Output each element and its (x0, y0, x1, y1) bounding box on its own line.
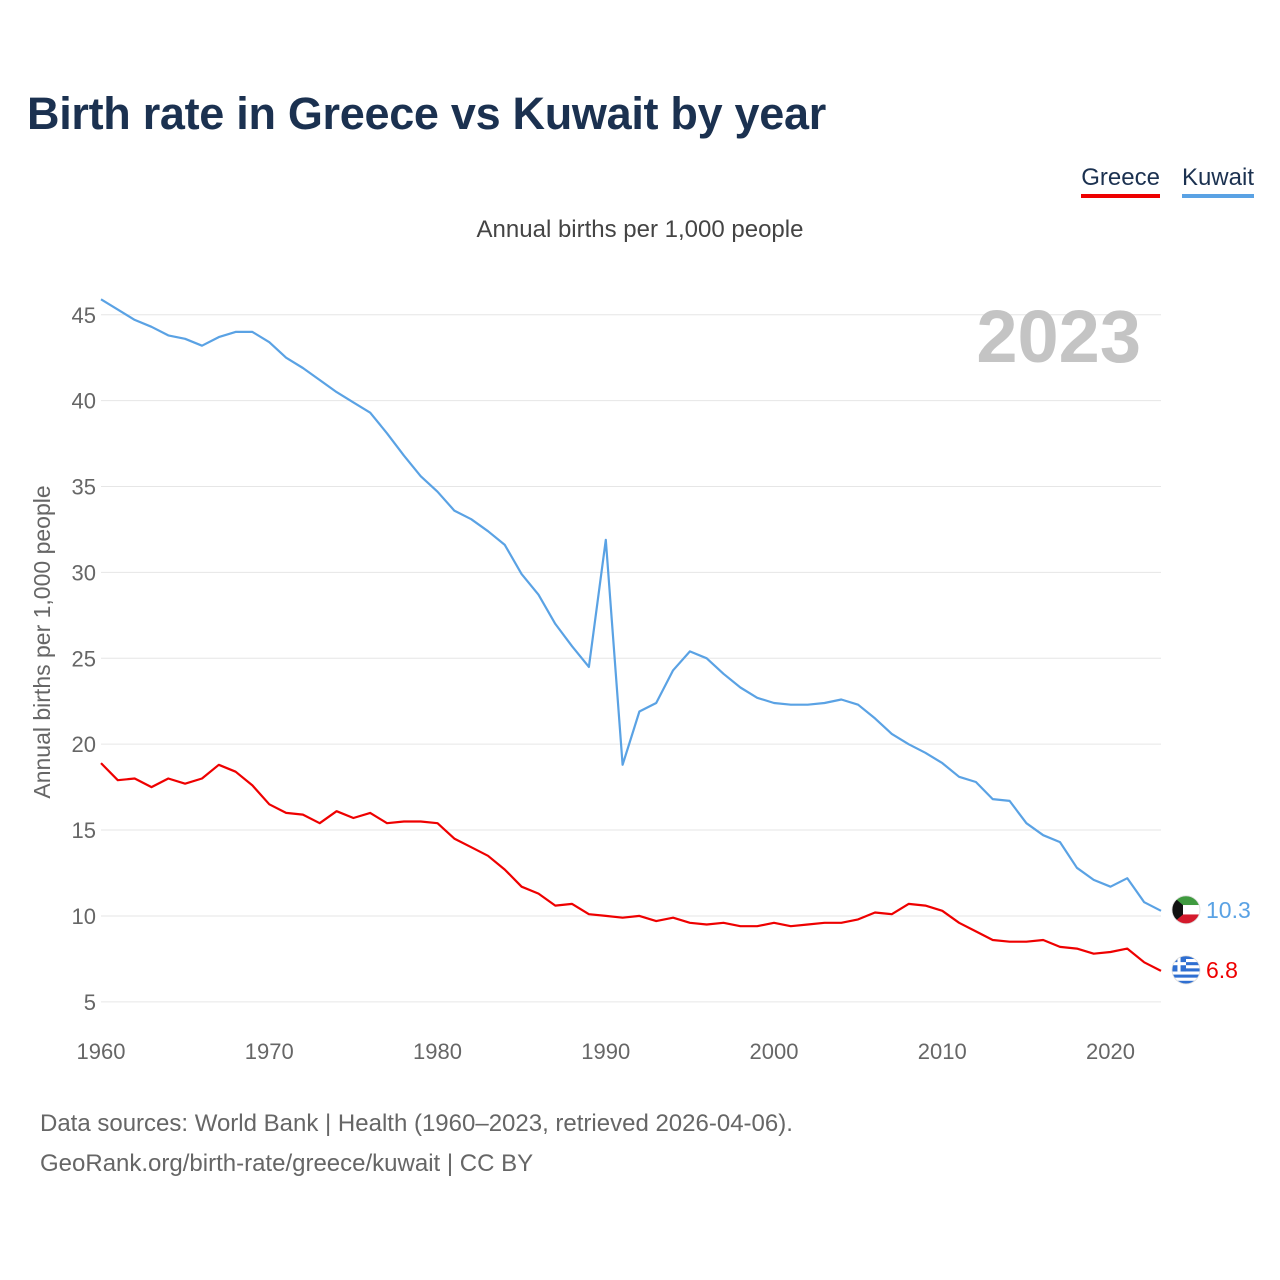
y-tick-label: 40 (72, 389, 96, 414)
y-tick-label: 25 (72, 646, 96, 671)
y-tick-label: 5 (84, 990, 96, 1015)
x-tick-label: 2020 (1086, 1039, 1135, 1064)
y-tick-label: 10 (72, 904, 96, 929)
y-tick-label: 45 (72, 303, 96, 328)
chart-subtitle: Annual births per 1,000 people (476, 216, 804, 243)
chart-title: Birth rate in Greece vs Kuwait by year (27, 88, 826, 139)
end-label-greece: 6.8 (1206, 957, 1238, 983)
footer-link[interactable]: GeoRank.org/birth-rate/greece/kuwait | C… (40, 1150, 534, 1177)
series-line-greece (100, 762, 1162, 972)
y-tick-label: 35 (72, 475, 96, 500)
year-watermark: 2023 (976, 295, 1141, 378)
y-tick-label: 15 (72, 818, 96, 843)
legend: Greece Kuwait (1081, 164, 1254, 198)
grid-lines (101, 314, 1161, 1003)
end-label-kuwait: 10.3 (1206, 897, 1251, 923)
legend-item-kuwait[interactable]: Kuwait (1181, 164, 1254, 198)
x-tick-label: 1960 (77, 1039, 126, 1064)
series-lines (100, 298, 1162, 972)
x-tick-label: 2010 (918, 1039, 967, 1064)
x-tick-label: 1990 (581, 1039, 630, 1064)
x-tick-label: 2000 (750, 1039, 799, 1064)
kuwait-flag-icon (1172, 895, 1200, 924)
x-tick-label: 1980 (413, 1039, 462, 1064)
end-labels: 6.8 10.3 (1171, 895, 1251, 985)
y-axis-label: Annual births per 1,000 people (29, 485, 55, 798)
y-tick-label: 30 (72, 560, 96, 585)
y-tick-label: 20 (72, 732, 96, 757)
x-tick-label: 1970 (245, 1039, 294, 1064)
y-axis-ticks: 5 10 15 20 25 30 35 40 45 (72, 303, 96, 1015)
footer: Data sources: World Bank | Health (1960–… (40, 1104, 793, 1184)
legend-item-greece[interactable]: Greece (1081, 164, 1160, 198)
x-axis-ticks: 1960 1970 1980 1990 2000 2010 2020 (77, 1039, 1135, 1064)
footer-source: Data sources: World Bank | Health (1960–… (40, 1110, 793, 1137)
greece-flag-icon (1172, 955, 1200, 984)
series-line-kuwait (100, 298, 1162, 912)
flag-outline (1171, 895, 1201, 925)
flag-outline (1171, 955, 1201, 985)
